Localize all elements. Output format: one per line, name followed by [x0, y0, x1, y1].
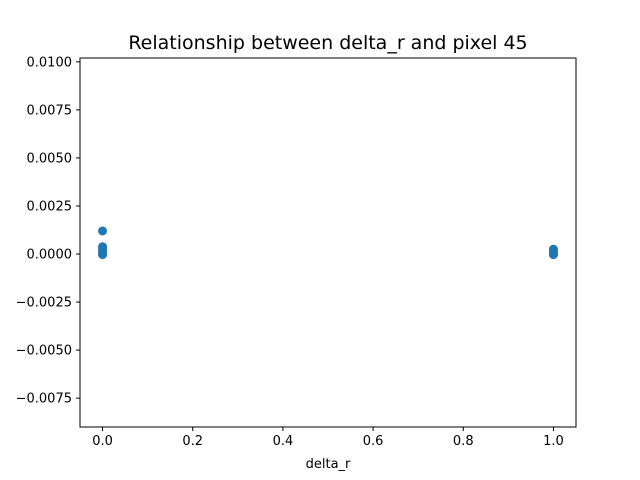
data-point	[98, 226, 108, 236]
data-point	[98, 250, 108, 260]
y-tick-label: 0.0050	[27, 151, 73, 166]
y-tick-label: 0.0100	[27, 55, 73, 70]
y-tick-label: −0.0025	[16, 296, 72, 311]
chart-title: Relationship between delta_r and pixel 4…	[128, 32, 527, 54]
y-tick-label: −0.0050	[16, 344, 72, 359]
x-axis: 0.0 0.2 0.4 0.6 0.8 1.0	[92, 427, 564, 449]
y-tick-label: −0.0075	[16, 392, 72, 407]
y-tick-label: 0.0000	[27, 248, 73, 263]
data-point	[548, 250, 558, 260]
x-axis-label: delta_r	[306, 457, 351, 472]
y-tick-label: 0.0075	[27, 103, 73, 118]
x-tick-label: 0.6	[363, 434, 384, 449]
x-tick-label: 0.4	[273, 434, 294, 449]
x-tick-label: 0.8	[453, 434, 474, 449]
plot-frame	[79, 57, 577, 428]
y-axis: −0.0075 −0.0050 −0.0025 0.0000 0.0025 0.0050 0…	[16, 55, 80, 407]
data-points	[98, 226, 558, 260]
y-tick-label: 0.0025	[27, 199, 73, 214]
x-tick-label: 0.0	[92, 434, 113, 449]
x-tick-label: 0.2	[182, 434, 203, 449]
x-tick-label: 1.0	[543, 434, 564, 449]
